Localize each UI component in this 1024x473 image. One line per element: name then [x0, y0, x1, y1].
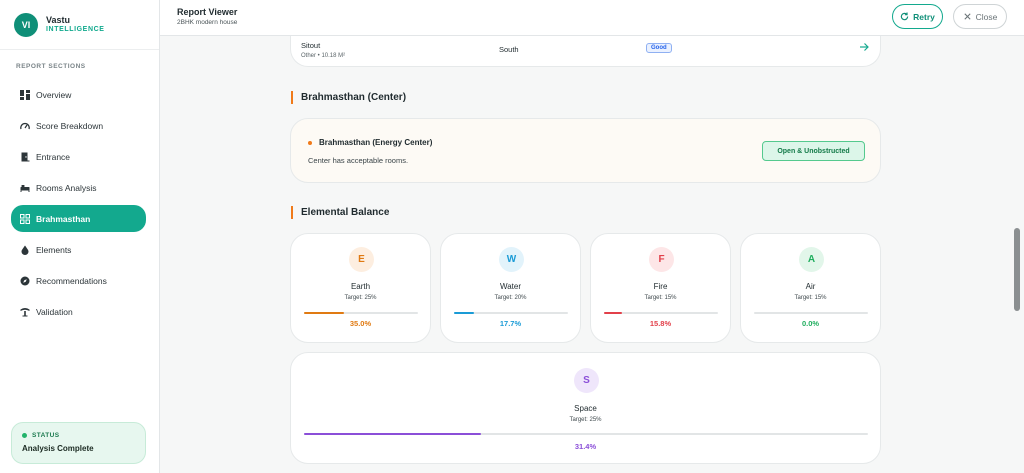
brahmasthan-card: Brahmasthan (Energy Center) Center has a…	[290, 118, 881, 183]
element-card-earth: E Earth Target: 25% 35.0%	[290, 233, 431, 343]
element-target: Target: 20%	[494, 295, 527, 301]
sidebar-item-label: Elements	[36, 244, 72, 255]
earth-letter-icon: E	[349, 247, 374, 272]
brand-name: Vastu	[46, 15, 71, 26]
element-name: Water	[499, 282, 522, 291]
status-value: Analysis Complete	[22, 444, 94, 453]
fire-letter-icon: F	[649, 247, 674, 272]
sidebar-section-label: REPORT SECTIONS	[16, 63, 86, 70]
sidebar-item-recommendations[interactable]: Recommendations	[11, 267, 146, 294]
sidebar-item-label: Brahmasthan	[36, 213, 91, 224]
sidebar-nav: Overview Score Breakdown Entrance Rooms …	[11, 81, 146, 329]
sidebar-item-brahmasthan[interactable]: Brahmasthan	[11, 205, 146, 232]
element-target: Target: 25%	[569, 417, 602, 423]
status-badge: Good	[646, 43, 672, 53]
space-letter-icon: S	[574, 368, 599, 393]
element-percentage: 15.8%	[649, 319, 672, 328]
sidebar-item-score-breakdown[interactable]: Score Breakdown	[11, 112, 146, 139]
page-subtitle: 2BHK modern house	[177, 19, 238, 26]
air-letter-icon: A	[799, 247, 824, 272]
sidebar-item-rooms-analysis[interactable]: Rooms Analysis	[11, 174, 146, 201]
status-box: STATUS Analysis Complete	[11, 422, 146, 464]
sidebar-item-validation[interactable]: Validation	[11, 298, 146, 325]
room-row-sitout[interactable]: Sitout Other • 10.18 M² South Good	[290, 36, 881, 67]
brahmasthan-title: Brahmasthan (Energy Center)	[308, 138, 432, 147]
tower-icon	[20, 307, 30, 317]
room-direction: South	[499, 45, 519, 54]
main-content: Sitout Other • 10.18 M² South Good Brahm…	[160, 36, 1012, 473]
brahmasthan-status-badge: Open & Unobstructed	[762, 141, 865, 161]
drop-icon	[20, 245, 30, 255]
sidebar-item-entrance[interactable]: Entrance	[11, 143, 146, 170]
element-progress-track	[304, 433, 868, 435]
arrow-right-icon[interactable]	[859, 42, 869, 52]
element-name: Fire	[653, 282, 668, 291]
element-name: Earth	[350, 282, 371, 291]
close-icon	[964, 13, 971, 20]
scrollbar-thumb[interactable]	[1014, 228, 1020, 311]
bed-icon	[20, 183, 30, 193]
door-icon	[20, 152, 30, 162]
element-card-water: W Water Target: 20% 17.7%	[440, 233, 581, 343]
sidebar-item-label: Validation	[36, 306, 73, 317]
brand-tagline: INTELLIGENCE	[46, 25, 105, 33]
brand-logo: VI	[14, 12, 38, 37]
element-progress-fill	[304, 433, 482, 435]
sidebar-item-label: Overview	[36, 89, 72, 100]
status-label: STATUS	[22, 432, 135, 439]
bullet-icon	[308, 140, 312, 145]
sidebar-item-overview[interactable]: Overview	[11, 81, 146, 108]
sidebar: VI Vastu INTELLIGENCE REPORT SECTIONS Ov…	[0, 0, 160, 473]
retry-button[interactable]: Retry	[892, 4, 943, 29]
element-name: Space	[574, 404, 597, 413]
element-card-space: S Space Target: 25% 31.4%	[290, 352, 881, 464]
sidebar-item-label: Recommendations	[36, 275, 107, 286]
element-progress-fill	[454, 312, 475, 314]
element-progress-track	[454, 312, 568, 314]
element-target: Target: 25%	[344, 295, 377, 301]
center-grid-icon	[20, 213, 30, 224]
element-progress-fill	[304, 312, 344, 314]
element-target: Target: 15%	[644, 295, 677, 301]
room-name: Sitout	[301, 41, 321, 50]
element-card-air: A Air Target: 15% 0.0%	[740, 233, 881, 343]
element-name: Air	[805, 282, 816, 291]
element-percentage: 35.0%	[349, 319, 372, 328]
element-target: Target: 15%	[794, 295, 827, 301]
element-progress-track	[304, 312, 418, 314]
element-card-fire: F Fire Target: 15% 15.8%	[590, 233, 731, 343]
room-meta: Other • 10.18 M²	[301, 53, 346, 59]
section-title-brahmasthan: Brahmasthan (Center)	[291, 91, 406, 104]
element-progress-track	[754, 312, 868, 314]
sidebar-item-label: Entrance	[36, 151, 71, 162]
water-letter-icon: W	[499, 247, 524, 272]
brahmasthan-description: Center has acceptable rooms.	[308, 156, 409, 165]
page-title: Report Viewer	[177, 7, 238, 17]
element-percentage: 17.7%	[499, 319, 522, 328]
element-progress-fill	[604, 312, 622, 314]
grid-icon	[20, 89, 30, 100]
section-title-elemental-balance: Elemental Balance	[291, 206, 389, 219]
gauge-icon	[20, 121, 30, 131]
sidebar-item-label: Score Breakdown	[36, 120, 104, 131]
element-percentage: 31.4%	[574, 442, 597, 451]
compass-icon	[20, 276, 30, 286]
sidebar-item-elements[interactable]: Elements	[11, 236, 146, 263]
close-button[interactable]: Close	[953, 4, 1007, 29]
element-percentage: 0.0%	[801, 319, 820, 328]
status-dot-icon	[22, 433, 27, 438]
refresh-icon	[900, 12, 909, 21]
header: Report Viewer 2BHK modern house Retry Cl…	[160, 0, 1024, 36]
brand: VI Vastu INTELLIGENCE	[0, 0, 159, 50]
element-progress-track	[604, 312, 718, 314]
sidebar-item-label: Rooms Analysis	[36, 182, 97, 193]
